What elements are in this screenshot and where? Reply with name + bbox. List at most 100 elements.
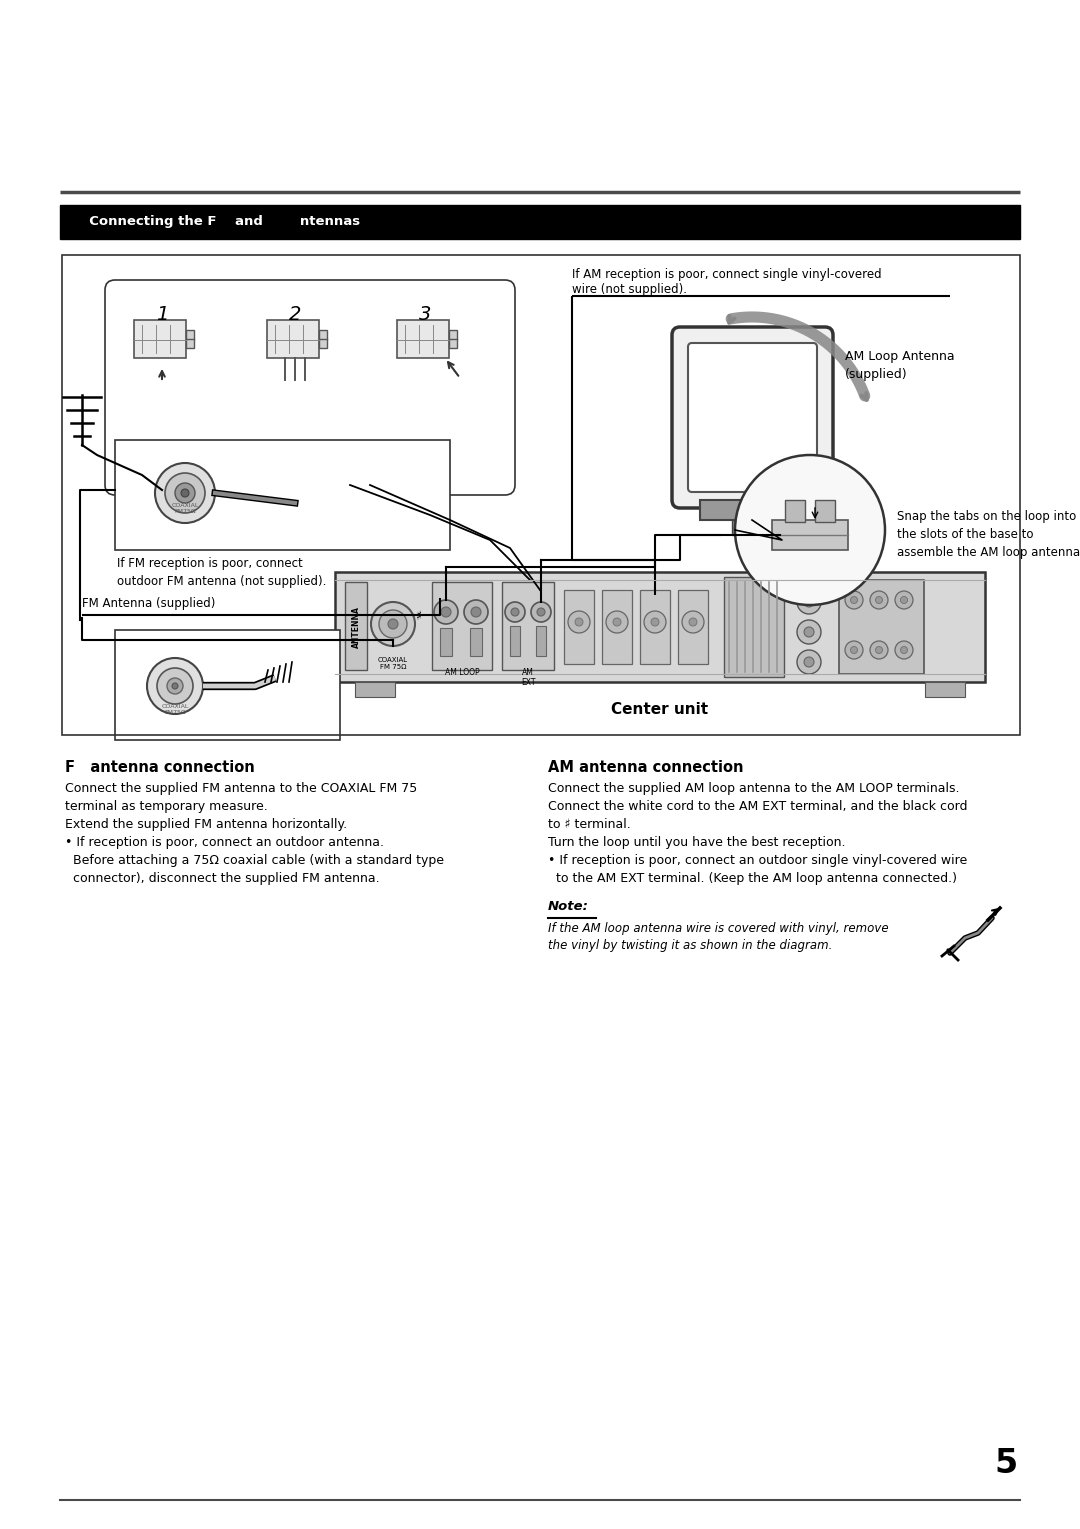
Circle shape: [441, 607, 451, 618]
Circle shape: [870, 592, 888, 609]
Circle shape: [147, 657, 203, 714]
Bar: [134, 320, 186, 358]
Circle shape: [804, 627, 814, 638]
Circle shape: [505, 602, 525, 622]
Text: • If reception is poor, connect an outdoor antenna.: • If reception is poor, connect an outdo…: [65, 836, 384, 849]
Text: Connect the supplied FM antenna to the COAXIAL FM 75: Connect the supplied FM antenna to the C…: [65, 781, 417, 795]
Circle shape: [644, 612, 666, 633]
Text: COAXIAL
FM75Ω: COAXIAL FM75Ω: [172, 503, 199, 514]
Bar: [640, 590, 670, 664]
Circle shape: [851, 596, 858, 604]
Bar: [319, 330, 327, 349]
Text: ANTENNA: ANTENNA: [351, 605, 361, 648]
Circle shape: [434, 599, 458, 624]
Circle shape: [388, 619, 399, 628]
FancyBboxPatch shape: [672, 327, 833, 508]
Bar: [335, 572, 985, 682]
Text: 1: 1: [156, 304, 168, 324]
Bar: [186, 330, 194, 349]
Circle shape: [901, 596, 907, 604]
Circle shape: [845, 641, 863, 659]
Circle shape: [876, 647, 882, 653]
Circle shape: [537, 609, 545, 616]
Bar: [62, 255, 1020, 735]
Bar: [732, 520, 772, 535]
Circle shape: [568, 612, 590, 633]
Text: Connecting the F    and        ntennas: Connecting the F and ntennas: [80, 216, 360, 228]
Circle shape: [804, 657, 814, 667]
Text: F   antenna connection: F antenna connection: [65, 760, 255, 775]
Bar: [355, 682, 395, 697]
Circle shape: [181, 489, 189, 497]
Circle shape: [511, 609, 519, 616]
Bar: [924, 682, 966, 697]
Text: If FM reception is poor, connect
outdoor FM antenna (not supplied).: If FM reception is poor, connect outdoor…: [117, 557, 326, 589]
Circle shape: [372, 602, 415, 645]
Text: to ♯ terminal.: to ♯ terminal.: [548, 818, 631, 830]
Bar: [345, 583, 367, 670]
Bar: [564, 590, 594, 664]
Circle shape: [156, 463, 215, 523]
Circle shape: [379, 610, 407, 638]
Circle shape: [870, 641, 888, 659]
Bar: [815, 500, 835, 521]
Circle shape: [531, 602, 551, 622]
Text: Snap the tabs on the loop into
the slots of the base to
assemble the AM loop ant: Snap the tabs on the loop into the slots…: [897, 511, 1080, 560]
Text: COAXIAL
FM75Ω: COAXIAL FM75Ω: [161, 703, 189, 714]
Bar: [440, 628, 453, 656]
Circle shape: [804, 596, 814, 607]
Text: connector), disconnect the supplied FM antenna.: connector), disconnect the supplied FM a…: [65, 872, 380, 885]
Text: Note:: Note:: [548, 901, 589, 913]
Bar: [602, 590, 632, 664]
Bar: [60, 205, 1020, 239]
Circle shape: [797, 590, 821, 615]
Circle shape: [471, 607, 481, 618]
Circle shape: [651, 618, 659, 625]
Bar: [700, 500, 805, 520]
Bar: [449, 330, 457, 349]
Circle shape: [735, 456, 885, 605]
Circle shape: [157, 668, 193, 703]
Bar: [114, 440, 450, 550]
Text: COAXIAL
FM 75Ω: COAXIAL FM 75Ω: [378, 657, 408, 670]
Circle shape: [895, 592, 913, 609]
Text: • If reception is poor, connect an outdoor single vinyl-covered wire: • If reception is poor, connect an outdo…: [548, 855, 968, 867]
Circle shape: [876, 596, 882, 604]
Bar: [724, 576, 784, 677]
Text: FM Antenna (supplied): FM Antenna (supplied): [82, 596, 215, 610]
Circle shape: [681, 612, 704, 633]
Bar: [397, 320, 449, 358]
Circle shape: [901, 647, 907, 653]
Text: terminal as temporary measure.: terminal as temporary measure.: [65, 800, 268, 813]
Text: Extend the supplied FM antenna horizontally.: Extend the supplied FM antenna horizonta…: [65, 818, 347, 830]
Bar: [510, 625, 519, 656]
Bar: [114, 630, 340, 740]
Text: Connect the supplied AM loop antenna to the AM LOOP terminals.: Connect the supplied AM loop antenna to …: [548, 781, 959, 795]
Circle shape: [464, 599, 488, 624]
Circle shape: [851, 647, 858, 653]
Circle shape: [606, 612, 627, 633]
Bar: [502, 583, 554, 670]
Text: AM antenna connection: AM antenna connection: [548, 760, 743, 775]
Text: the vinyl by twisting it as shown in the diagram.: the vinyl by twisting it as shown in the…: [548, 939, 833, 953]
Bar: [432, 583, 492, 670]
Circle shape: [172, 683, 178, 690]
Text: to the AM EXT terminal. (Keep the AM loop antenna connected.): to the AM EXT terminal. (Keep the AM loo…: [548, 872, 957, 885]
Circle shape: [797, 619, 821, 644]
Text: Connect the white cord to the AM EXT terminal, and the black cord: Connect the white cord to the AM EXT ter…: [548, 800, 968, 813]
Text: If the AM loop antenna wire is covered with vinyl, remove: If the AM loop antenna wire is covered w…: [548, 922, 889, 936]
Text: If AM reception is poor, connect single vinyl-covered
wire (not supplied).: If AM reception is poor, connect single …: [572, 268, 881, 297]
Bar: [678, 590, 708, 664]
Bar: [267, 320, 319, 358]
Circle shape: [613, 618, 621, 625]
FancyBboxPatch shape: [688, 342, 816, 492]
Text: AM
EXT: AM EXT: [521, 668, 536, 687]
Text: 5: 5: [995, 1446, 1018, 1480]
Bar: [839, 579, 924, 674]
Circle shape: [575, 618, 583, 625]
Text: ♯: ♯: [416, 610, 422, 624]
Circle shape: [167, 677, 183, 694]
Text: 3: 3: [419, 304, 431, 324]
Text: Before attaching a 75Ω coaxial cable (with a standard type: Before attaching a 75Ω coaxial cable (wi…: [65, 855, 444, 867]
Bar: [772, 520, 848, 550]
